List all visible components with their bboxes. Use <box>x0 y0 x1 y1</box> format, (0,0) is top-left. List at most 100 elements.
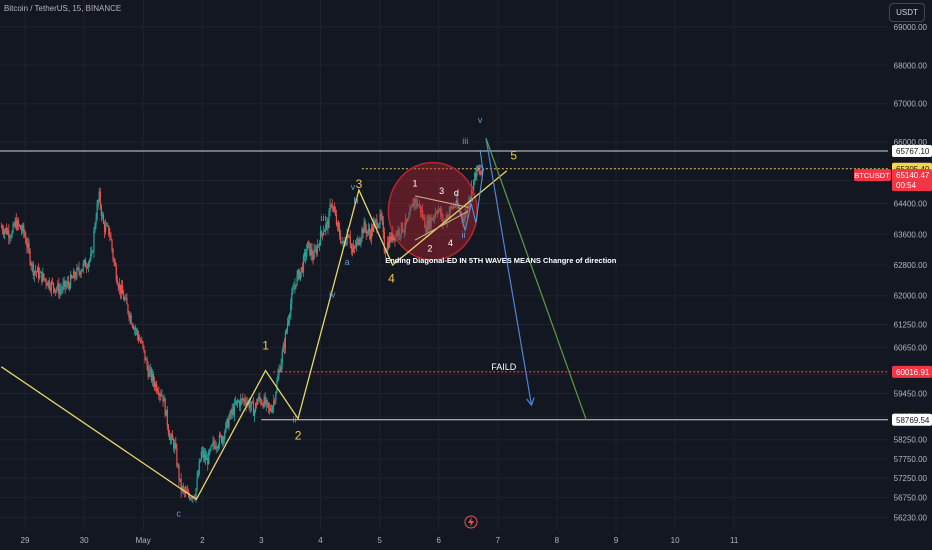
candle-body <box>241 398 243 400</box>
x-tick-label: 3 <box>259 536 264 545</box>
last-price-label: 65140.47 <box>896 171 930 180</box>
annotation-label: 4 <box>448 238 453 248</box>
candle-body <box>430 217 432 228</box>
candle-body <box>267 402 269 408</box>
candle-body <box>318 244 321 246</box>
annotation-label: 3 <box>356 177 363 191</box>
candle-body <box>412 204 414 207</box>
candle-body <box>118 284 121 289</box>
candle-body <box>389 236 391 248</box>
candle-body <box>146 359 148 367</box>
candle-body <box>165 409 167 416</box>
candle-body <box>432 217 434 221</box>
candle-body <box>33 270 35 276</box>
candle-body <box>212 441 214 445</box>
annotation-label: 2 <box>295 429 302 443</box>
candle-body <box>414 198 416 205</box>
annotation-label: a <box>345 257 350 267</box>
candle-body <box>142 341 144 346</box>
candle-body <box>460 212 462 213</box>
candle-body <box>141 341 143 343</box>
candle-body <box>259 396 261 400</box>
candle-body <box>99 191 101 207</box>
candle-body <box>424 217 426 228</box>
candle-body <box>127 304 129 313</box>
candle-body <box>30 263 32 266</box>
x-tick-label: 29 <box>21 536 30 545</box>
candle-body <box>56 288 58 290</box>
candle-body <box>156 383 158 392</box>
candle-body <box>292 290 294 294</box>
candle-body <box>280 363 282 372</box>
candle-body <box>275 392 277 402</box>
candle-body <box>320 231 323 234</box>
candle-body <box>186 491 189 494</box>
symbol-tag <box>854 169 891 182</box>
candle-body <box>332 206 334 208</box>
diagonal-trendline <box>414 210 469 241</box>
candle-body <box>237 401 240 403</box>
x-tick-label: 30 <box>80 536 89 545</box>
candle-body <box>258 396 260 400</box>
candle-body <box>0 226 2 228</box>
candle-body <box>115 266 117 280</box>
arrow-head <box>526 397 535 407</box>
candle-body <box>60 289 62 291</box>
candle-body <box>39 272 41 279</box>
candle-body <box>392 231 394 241</box>
time-axis[interactable]: 29 30 May 2 3 4 5 6 7 8 9 10 11 <box>21 536 739 545</box>
candle-body <box>314 249 316 251</box>
candle-body <box>480 173 482 175</box>
candle-body <box>191 497 193 499</box>
candle-body <box>324 229 326 232</box>
candle-body <box>93 231 95 252</box>
horizontal-levels <box>0 150 888 421</box>
candle-body <box>236 400 239 402</box>
candle-body <box>253 410 256 416</box>
candle-body <box>108 225 110 235</box>
candle-body <box>144 349 146 361</box>
candle-body <box>76 267 78 278</box>
candle-body <box>25 236 27 244</box>
candle-body <box>116 279 118 285</box>
candle-body <box>257 399 259 405</box>
candle-body <box>390 236 392 241</box>
candle-body <box>113 258 115 263</box>
x-tick-label: 9 <box>614 536 619 545</box>
candle-body <box>463 219 465 222</box>
candle-body <box>260 399 262 404</box>
candle-body <box>466 205 468 214</box>
candle-body <box>449 206 451 213</box>
candle-body <box>420 210 423 213</box>
candle-body <box>356 241 358 247</box>
x-tick-label: 4 <box>318 536 323 545</box>
candle-body <box>298 270 300 279</box>
candle-body <box>182 486 184 489</box>
candle-body <box>302 256 305 272</box>
candle-body <box>49 287 51 291</box>
candle-body <box>413 198 415 207</box>
candle-body <box>387 242 390 248</box>
currency-button[interactable]: USDT <box>889 3 925 22</box>
candle-body <box>28 243 30 251</box>
x-tick-label: 6 <box>436 536 441 545</box>
annotation-label: FAILD <box>491 362 517 372</box>
candle-body <box>327 220 329 229</box>
candle-body <box>380 213 382 217</box>
candle-body <box>231 408 233 414</box>
candle-body <box>145 359 147 361</box>
candle-body <box>26 243 28 248</box>
candle-body <box>423 217 425 219</box>
annotation-label: 1 <box>413 178 418 188</box>
price-axis[interactable]: 69000.0068000.0067000.0066000.0065000.00… <box>894 23 928 522</box>
diagonal-trendline <box>414 195 469 208</box>
candle-body <box>32 263 34 276</box>
candle-body <box>439 208 441 210</box>
candle-body <box>85 267 88 268</box>
candle-body <box>137 335 140 341</box>
candle-body <box>213 441 215 445</box>
ending-diagonal-circle <box>387 161 478 261</box>
candle-body <box>134 328 136 331</box>
y-tick-label: 57250.00 <box>894 474 928 483</box>
